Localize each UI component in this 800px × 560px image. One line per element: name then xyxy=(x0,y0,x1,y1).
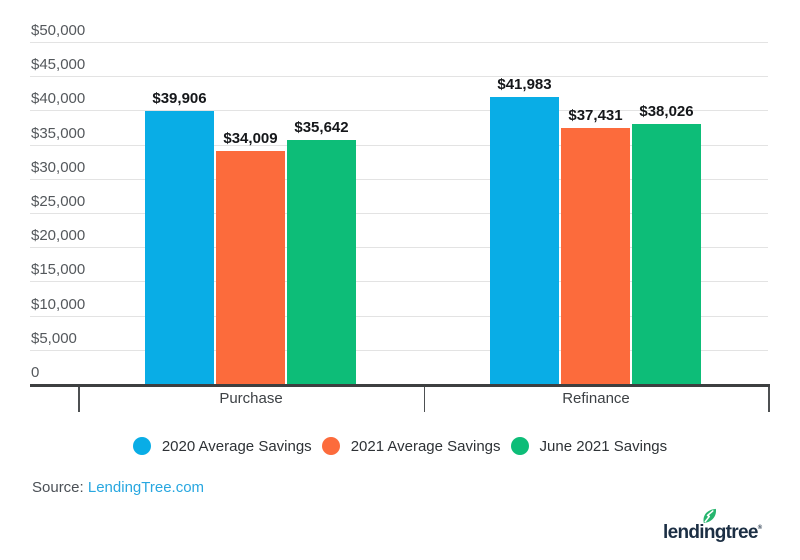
legend-label: 2021 Average Savings xyxy=(350,437,501,455)
y-axis-tick-label: $40,000 xyxy=(31,90,86,107)
bar-value-label: $35,642 xyxy=(294,119,349,136)
legend-marker-circle xyxy=(510,437,529,455)
y-axis-tick-label: 0 xyxy=(31,364,40,381)
gridline xyxy=(30,42,768,43)
bar-value-label: $41,983 xyxy=(497,76,552,93)
y-axis-tick-label: $45,000 xyxy=(31,56,86,73)
x-axis-line xyxy=(30,384,770,387)
bar-refinance-2020-average-savings xyxy=(490,97,559,384)
category-label-refinance: Refinance xyxy=(562,390,630,407)
gridline xyxy=(30,281,768,282)
legend-item: June 2021 Savings xyxy=(510,437,668,455)
y-axis-tick-label: $15,000 xyxy=(31,261,86,278)
source-link[interactable]: LendingTree.com xyxy=(87,479,205,496)
y-axis-tick-label: $10,000 xyxy=(31,296,86,313)
x-axis-tick xyxy=(78,387,80,412)
legend-marker-circle xyxy=(132,437,151,455)
gridline xyxy=(30,76,768,77)
gridline xyxy=(30,110,768,111)
leaf-icon xyxy=(703,508,717,523)
gridline xyxy=(30,179,768,180)
bar-purchase-2020-average-savings xyxy=(145,111,214,384)
legend-label: June 2021 Savings xyxy=(539,437,668,455)
legend-item: 2021 Average Savings xyxy=(321,437,501,455)
gridline xyxy=(30,145,768,146)
x-axis-tick xyxy=(768,387,770,412)
chart-legend: 2020 Average Savings 2021 Average Savings… xyxy=(0,436,800,456)
legend-item: 2020 Average Savings xyxy=(132,437,312,455)
legend-marker-circle xyxy=(321,437,340,455)
bar-value-label: $34,009 xyxy=(223,130,278,147)
y-axis-tick-label: $25,000 xyxy=(31,193,86,210)
x-axis-tick xyxy=(423,387,425,412)
lendingtree-logo: lendingtree® xyxy=(663,508,783,548)
y-axis-tick-label: $50,000 xyxy=(31,22,86,39)
legend-label: 2020 Average Savings xyxy=(161,437,312,455)
logo-text: lendingtree® xyxy=(663,522,763,543)
y-axis-tick-label: $30,000 xyxy=(31,159,86,176)
gridline xyxy=(30,247,768,248)
source-line: Source: LendingTree.com xyxy=(32,479,204,497)
bar-refinance-june-2021-savings xyxy=(632,124,701,384)
bar-value-label: $38,026 xyxy=(639,103,694,120)
bar-refinance-2021-average-savings xyxy=(561,128,630,384)
bar-value-label: $39,906 xyxy=(152,90,207,107)
bar-purchase-june-2021-savings xyxy=(287,140,356,384)
gridline xyxy=(30,316,768,317)
category-label-purchase: Purchase xyxy=(219,390,283,407)
y-axis-tick-label: $5,000 xyxy=(31,330,77,347)
gridline xyxy=(30,213,768,214)
registered-mark: ® xyxy=(757,525,763,531)
y-axis-tick-label: $20,000 xyxy=(31,227,86,244)
y-axis-tick-label: $35,000 xyxy=(31,125,86,142)
source-label: Source: xyxy=(32,479,84,496)
bar-value-label: $37,431 xyxy=(568,107,623,124)
gridline xyxy=(30,350,768,351)
bar-purchase-2021-average-savings xyxy=(216,151,285,384)
